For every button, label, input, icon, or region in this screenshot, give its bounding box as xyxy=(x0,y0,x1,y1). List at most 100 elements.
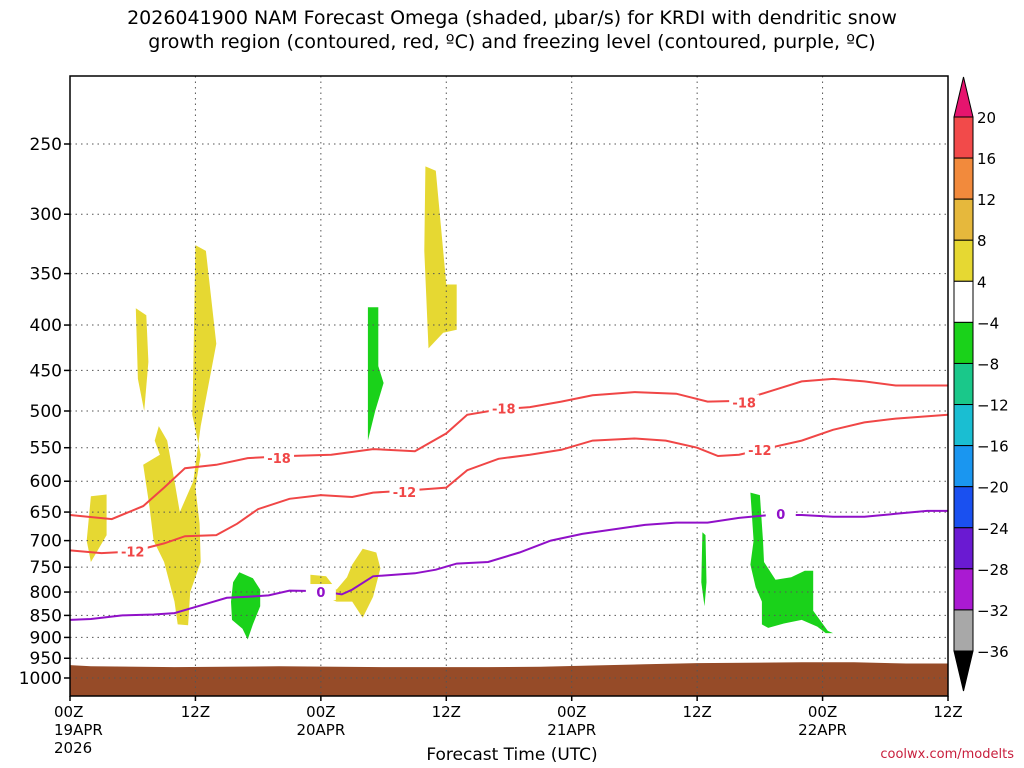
x-tick-label-7: 12Z xyxy=(933,703,962,721)
contour-label-bg xyxy=(744,441,775,458)
colorbar-swatch-3 xyxy=(953,239,974,282)
title-line-2: growth region (contoured, red, ºC) and f… xyxy=(148,31,876,53)
omega-region-4 xyxy=(424,166,457,349)
y-tick-label-400: 400 xyxy=(30,316,62,336)
omega-region-6 xyxy=(231,572,261,640)
contour-label--18: -18 xyxy=(492,403,516,418)
y-tick-label-600: 600 xyxy=(30,472,62,492)
chart-title: 2026041900 NAM Forecast Omega (shaded, μ… xyxy=(0,6,1024,54)
credit-link[interactable]: coolwx.com/modelts xyxy=(880,747,1014,762)
x-tick-date-4: 21APR xyxy=(547,721,596,739)
colorbar-top-arrow xyxy=(953,76,974,118)
terrain-fill xyxy=(70,662,948,696)
colorbar-label-5: −4 xyxy=(977,314,999,332)
y-tick-label-550: 550 xyxy=(30,439,62,459)
contour-label--12: -12 xyxy=(748,444,772,459)
omega-region-9 xyxy=(750,492,833,634)
y-tick-label-750: 750 xyxy=(30,558,62,578)
grid-lines xyxy=(70,76,948,696)
colorbar-bottom-arrow xyxy=(953,650,974,692)
contour-label-bg xyxy=(729,394,760,411)
title-line-1: 2026041900 NAM Forecast Omega (shaded, μ… xyxy=(127,7,897,29)
x-tick-year-0: 2026 xyxy=(54,739,92,757)
contour-label--12: -12 xyxy=(393,486,417,501)
y-tick-label-500: 500 xyxy=(30,402,62,422)
contour-0-2 xyxy=(69,509,948,621)
y-tick-label-900: 900 xyxy=(30,628,62,648)
y-tick-label-700: 700 xyxy=(30,532,62,552)
colorbar-swatch-12 xyxy=(953,609,974,652)
contour-lines: -18 -18 -18 -12 -12 -12 0 0 xyxy=(69,377,949,621)
omega-region-8 xyxy=(701,532,707,607)
y-tick-label-650: 650 xyxy=(30,503,62,523)
colorbar-swatch-5 xyxy=(953,321,974,364)
y-tick-label-450: 450 xyxy=(30,361,62,381)
colorbar-swatch-6 xyxy=(953,362,974,406)
x-tick-date-6: 22APR xyxy=(798,721,847,739)
x-tick-label-6: 00Z xyxy=(808,703,837,721)
colorbar-label-6: −8 xyxy=(977,355,999,373)
x-tick-label-0: 00Z xyxy=(54,703,83,721)
y-tick-label-850: 850 xyxy=(30,606,62,626)
y-tick-label-800: 800 xyxy=(30,583,62,603)
y-tick-label-250: 250 xyxy=(30,135,62,155)
omega-region-5 xyxy=(310,548,381,618)
omega-region-3 xyxy=(143,245,217,626)
colorbar-label-11: −28 xyxy=(977,561,1009,579)
y-tick-label-350: 350 xyxy=(30,265,62,285)
contour-label-bg xyxy=(765,505,796,522)
colorbar-swatch-10 xyxy=(953,527,974,570)
colorbar-label-4: 4 xyxy=(977,273,987,291)
colorbar-label-12: −32 xyxy=(977,602,1009,620)
colorbar-label-7: −12 xyxy=(977,397,1009,415)
contour-label--18: -18 xyxy=(267,452,291,467)
colorbar-label-3: 8 xyxy=(977,232,987,250)
plot-border xyxy=(69,75,949,697)
x-tick-date-2: 20APR xyxy=(296,721,345,739)
colorbar-label-13: −36 xyxy=(977,643,1009,661)
contour-label--12: -12 xyxy=(121,545,145,560)
contour-label-bg xyxy=(389,483,420,500)
colorbar-swatch-4 xyxy=(953,280,974,323)
colorbar: 20 16 12 8 4 −4 −8 −12 −16 −20 −24 −28 −32 −36 xyxy=(953,76,1009,692)
x-tick-label-1: 12Z xyxy=(181,703,210,721)
contour--12-1 xyxy=(69,413,949,555)
omega-region-1 xyxy=(86,494,107,562)
terrain xyxy=(70,662,948,696)
x-tick-date-0: 19APR xyxy=(54,721,103,739)
contour-label-0: 0 xyxy=(776,508,785,523)
plot-frame xyxy=(69,75,949,697)
x-tick-label-5: 12Z xyxy=(682,703,711,721)
y-tick-label-1000: 1000 xyxy=(19,669,62,689)
contour-label-0: 0 xyxy=(316,586,325,601)
omega-region-2 xyxy=(135,308,149,411)
contour-label-bg xyxy=(117,543,148,560)
colorbar-swatch-11 xyxy=(953,568,974,611)
colorbar-swatch-7 xyxy=(953,404,974,447)
colorbar-label-0: 20 xyxy=(977,109,996,127)
x-tick-label-3: 12Z xyxy=(432,703,461,721)
y-axis: 2503003504004505005506006507007508008509… xyxy=(19,135,70,689)
contour-label-bg xyxy=(264,450,295,467)
omega-region-7 xyxy=(367,307,384,441)
colorbar-label-2: 12 xyxy=(977,191,996,209)
colorbar-label-9: −20 xyxy=(977,479,1009,497)
x-axis-label: Forecast Time (UTC) xyxy=(426,745,598,765)
colorbar-swatch-8 xyxy=(953,445,974,488)
y-tick-label-300: 300 xyxy=(30,205,62,225)
contour-label-bg xyxy=(305,584,336,601)
omega-shading xyxy=(86,166,833,640)
colorbar-swatch-2 xyxy=(953,198,974,241)
x-tick-label-4: 00Z xyxy=(557,703,586,721)
colorbar-label-8: −16 xyxy=(977,438,1009,456)
colorbar-swatch-9 xyxy=(953,486,974,529)
colorbar-label-1: 16 xyxy=(977,150,996,168)
colorbar-swatch-0 xyxy=(953,116,974,159)
contour-label-bg xyxy=(488,400,519,417)
y-tick-label-950: 950 xyxy=(30,649,62,669)
colorbar-label-10: −24 xyxy=(977,520,1009,538)
x-tick-label-2: 00Z xyxy=(306,703,335,721)
colorbar-swatch-1 xyxy=(953,157,974,200)
